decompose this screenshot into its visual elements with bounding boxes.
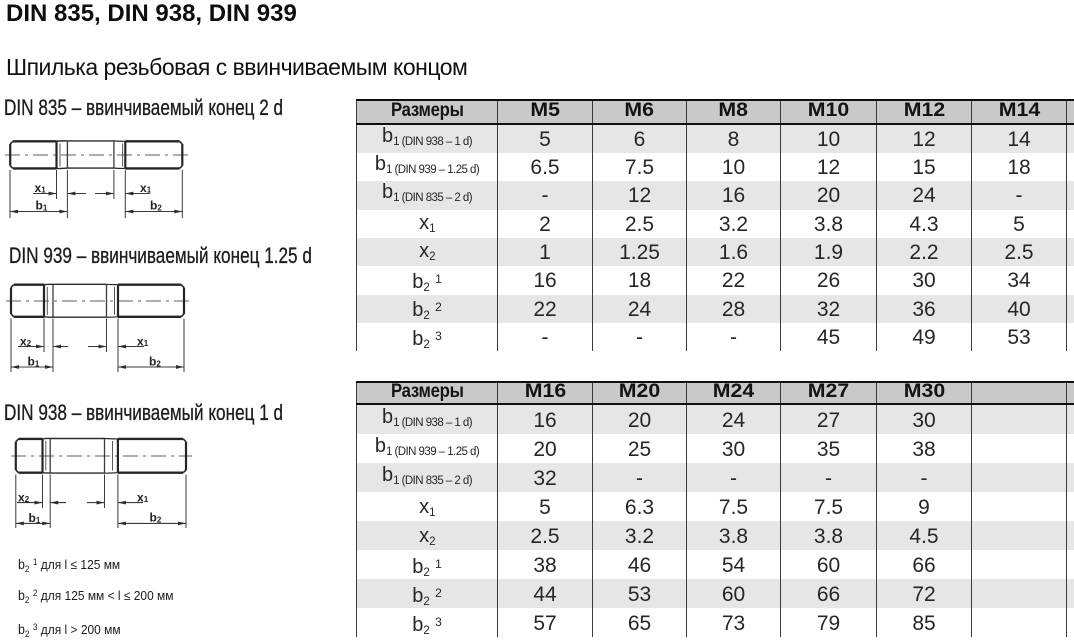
svg-text:b2: b2	[150, 198, 162, 212]
svg-text:b2: b2	[149, 354, 161, 368]
svg-text:x2: x2	[20, 334, 32, 348]
svg-text:x1: x1	[35, 181, 47, 195]
svg-text:b1: b1	[36, 198, 48, 212]
svg-text:b1: b1	[28, 354, 40, 368]
svg-text:b2: b2	[150, 511, 162, 525]
svg-text:x1: x1	[137, 490, 149, 504]
svg-text:x2: x2	[18, 490, 30, 504]
svg-text:b1: b1	[29, 511, 41, 525]
svg-text:x1: x1	[137, 334, 149, 348]
svg-text:x1: x1	[140, 181, 152, 195]
